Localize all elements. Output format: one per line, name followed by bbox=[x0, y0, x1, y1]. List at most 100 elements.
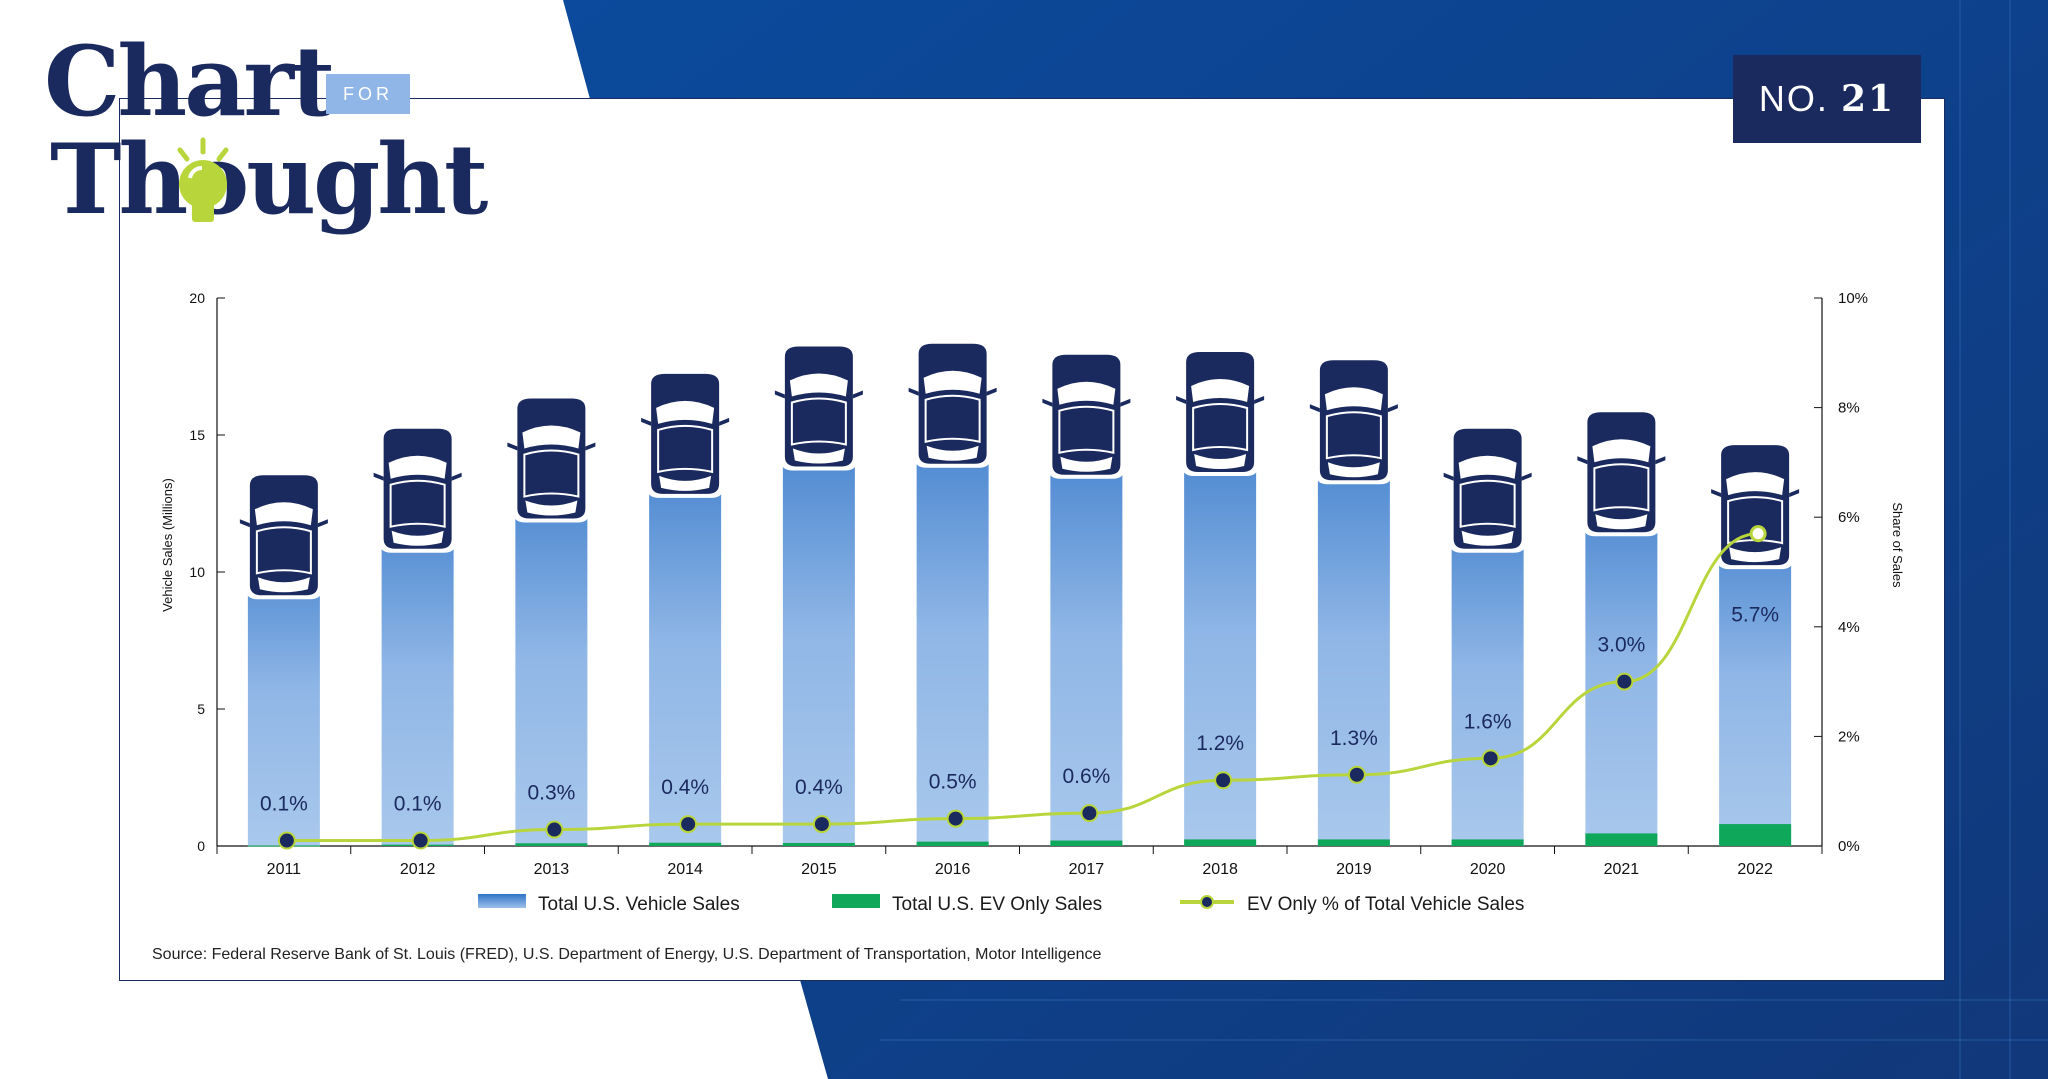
bar-ev-sales bbox=[649, 842, 722, 846]
car-icon bbox=[1443, 424, 1532, 553]
y-tick-label: 10 bbox=[189, 564, 205, 580]
y2-tick-label: 8% bbox=[1838, 400, 1860, 417]
ev-share-data-label: 0.5% bbox=[929, 771, 977, 794]
car-icon-rear-window bbox=[1327, 462, 1380, 478]
y2-tick-label: 10% bbox=[1838, 290, 1868, 307]
car-icon-right-mirror bbox=[986, 387, 997, 396]
legend-label-total-sales: Total U.S. Vehicle Sales bbox=[538, 894, 740, 915]
bar-ev-sales bbox=[916, 841, 989, 846]
car-icon-windshield bbox=[1592, 439, 1651, 463]
car-icon-rear-window bbox=[1194, 453, 1247, 469]
car-icon-right-mirror bbox=[1521, 472, 1532, 481]
car-icon-left-mirror bbox=[774, 390, 785, 399]
ev-share-data-label: 1.3% bbox=[1330, 727, 1378, 750]
issue-number-prefix: NO. bbox=[1758, 78, 1829, 119]
car-icon-left-mirror bbox=[1443, 472, 1454, 481]
logo-for-tag: FOR bbox=[326, 74, 410, 114]
car-icon-rear-window bbox=[1461, 530, 1514, 546]
car-icon-windshield bbox=[1057, 381, 1116, 405]
x-tick-label: 2020 bbox=[1470, 861, 1506, 878]
y-tick-label: 20 bbox=[189, 290, 205, 306]
car-icon-right-mirror bbox=[1789, 489, 1800, 498]
y2-tick-label: 4% bbox=[1838, 619, 1860, 636]
y2-tick-label: 6% bbox=[1838, 509, 1860, 526]
car-icon-windshield bbox=[923, 370, 982, 394]
ev-share-data-label: 0.4% bbox=[661, 776, 709, 799]
ev-share-point bbox=[1080, 804, 1099, 823]
y-tick-label: 15 bbox=[189, 427, 205, 443]
ev-share-point bbox=[277, 831, 296, 850]
ev-share-point bbox=[411, 831, 430, 850]
car-icon-left-mirror bbox=[1711, 489, 1722, 498]
car-icon-windshield bbox=[1458, 455, 1517, 479]
car-icon-right-mirror bbox=[317, 519, 328, 528]
ev-share-data-label: 1.6% bbox=[1464, 710, 1512, 733]
ev-share-point bbox=[946, 809, 965, 828]
car-icon bbox=[239, 471, 328, 600]
ev-share-point bbox=[1749, 525, 1767, 543]
car-icon-left-mirror bbox=[239, 519, 250, 528]
car-icon-left-mirror bbox=[1176, 395, 1187, 404]
car-icon bbox=[1309, 356, 1398, 485]
car-icon-right-mirror bbox=[1655, 456, 1666, 465]
car-icon bbox=[908, 339, 997, 468]
car-icon-right-mirror bbox=[852, 390, 863, 399]
lightbulb-icon bbox=[177, 137, 229, 222]
logo-title-thought: Thought bbox=[50, 123, 488, 236]
bar-ev-sales bbox=[782, 842, 855, 846]
x-tick-label: 2018 bbox=[1202, 861, 1238, 878]
ev-share-point bbox=[1481, 749, 1500, 768]
car-icon-right-mirror bbox=[585, 442, 596, 451]
ev-share-data-label: 0.1% bbox=[394, 793, 442, 816]
ev-share-data-label: 0.4% bbox=[795, 776, 843, 799]
car-icon-right-mirror bbox=[1387, 404, 1398, 413]
x-tick-label: 2019 bbox=[1336, 861, 1372, 878]
car-icon-windshield bbox=[789, 373, 848, 397]
legend-swatch-ev-sales bbox=[832, 894, 880, 908]
car-icon-left-mirror bbox=[1577, 456, 1588, 465]
car-icon bbox=[1711, 441, 1800, 570]
y2-tick-label: 0% bbox=[1838, 838, 1860, 855]
ev-share-point bbox=[679, 815, 698, 834]
car-icon-right-mirror bbox=[451, 472, 462, 481]
ev-share-point bbox=[1615, 672, 1634, 691]
car-icon bbox=[1042, 350, 1131, 479]
ev-share-data-label: 5.7% bbox=[1731, 604, 1779, 627]
car-icon-roof bbox=[523, 449, 580, 498]
car-icon-left-mirror bbox=[641, 417, 652, 426]
source-note: Source: Federal Reserve Bank of St. Loui… bbox=[152, 946, 1102, 963]
y-axis-title: Vehicle Sales (Millions) bbox=[160, 478, 175, 612]
car-icon-roof bbox=[1192, 402, 1249, 452]
car-icon-roof bbox=[657, 424, 714, 474]
ev-share-point bbox=[1347, 765, 1366, 784]
legend-swatch-total-sales bbox=[478, 894, 526, 908]
ev-share-data-label: 1.2% bbox=[1196, 732, 1244, 755]
car-icon-roof bbox=[1459, 479, 1516, 528]
car-icon-left-mirror bbox=[373, 472, 384, 481]
bar-ev-sales bbox=[1585, 833, 1658, 846]
issue-number-badge: NO. 21 bbox=[1733, 55, 1921, 143]
car-icon-left-mirror bbox=[1309, 404, 1320, 413]
car-icon bbox=[373, 424, 462, 553]
x-tick-label: 2011 bbox=[267, 861, 302, 878]
car-icon bbox=[641, 369, 730, 498]
car-icon-roof bbox=[255, 526, 312, 575]
bar-ev-sales bbox=[515, 843, 588, 846]
car-icon-rear-window bbox=[525, 500, 578, 516]
legend-swatch-ev-share-marker bbox=[1200, 895, 1214, 909]
car-icon-rear-window bbox=[257, 577, 310, 593]
car-icon-windshield bbox=[1726, 472, 1785, 496]
car-icon-left-mirror bbox=[1042, 398, 1053, 407]
car-icon-rear-window bbox=[1729, 547, 1782, 563]
x-tick-label: 2022 bbox=[1737, 861, 1773, 878]
car-icon-right-mirror bbox=[1254, 395, 1265, 404]
bar-ev-sales bbox=[1719, 824, 1792, 846]
x-tick-label: 2013 bbox=[534, 861, 570, 878]
car-icon-windshield bbox=[388, 455, 447, 479]
car-icon-roof bbox=[1325, 411, 1382, 460]
x-tick-label: 2015 bbox=[801, 861, 837, 878]
ev-share-data-label: 0.6% bbox=[1062, 765, 1110, 788]
bar-ev-sales bbox=[1050, 840, 1123, 846]
car-icon-left-mirror bbox=[908, 387, 919, 396]
